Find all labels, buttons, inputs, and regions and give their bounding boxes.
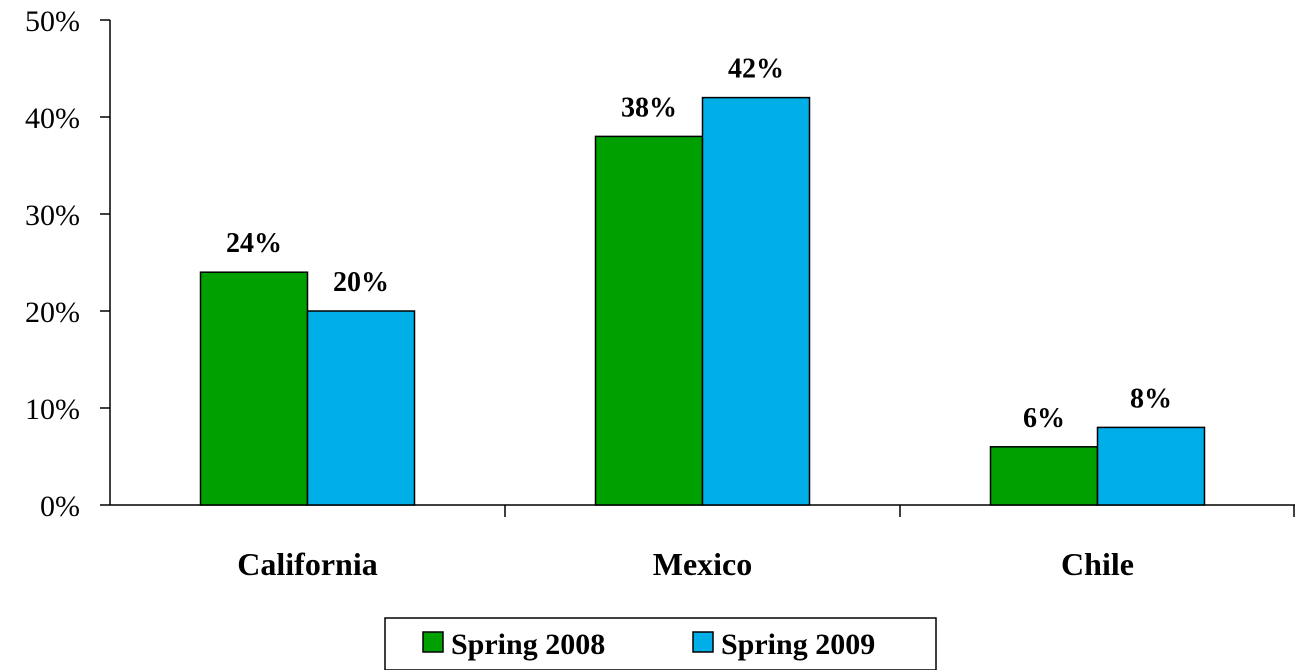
legend-swatch [692,631,714,653]
bar-mexico-1 [594,135,704,506]
data-label: 24% [226,228,282,259]
x-category-label: California [237,546,377,582]
bars [199,96,1206,506]
data-label: 20% [333,267,389,298]
y-tick-label: 50% [25,5,80,38]
x-category-label: Chile [1061,546,1134,582]
y-axis: 0% 10% 20% 30% 40% 50% [25,5,111,523]
y-tick-label: 20% [25,296,80,329]
bar-chile-2 [1096,426,1206,506]
data-label: 6% [1023,403,1065,434]
data-label: 38% [621,92,677,123]
y-tick-label: 10% [25,393,80,426]
data-label: 42% [728,54,784,85]
bar-california-1 [199,271,309,506]
bar-chile-1 [989,446,1099,506]
y-tick-label: 40% [25,102,80,135]
legend-swatch [422,631,444,653]
legend: Spring 2008 Spring 2009 [384,617,937,670]
y-tick-label: 30% [25,199,80,232]
legend-box [384,617,937,670]
legend-label: Spring 2009 [721,628,875,661]
data-label: 8% [1130,383,1172,414]
y-tick-label: 0% [40,490,80,523]
x-axis: California Mexico Chile [110,504,1295,582]
bar-mexico-2 [701,96,811,506]
legend-label: Spring 2008 [451,628,605,661]
x-category-label: Mexico [653,546,753,582]
data-labels: 24% 20% 38% 42% 6% 8% [226,54,1172,434]
bar-california-2 [306,310,416,506]
